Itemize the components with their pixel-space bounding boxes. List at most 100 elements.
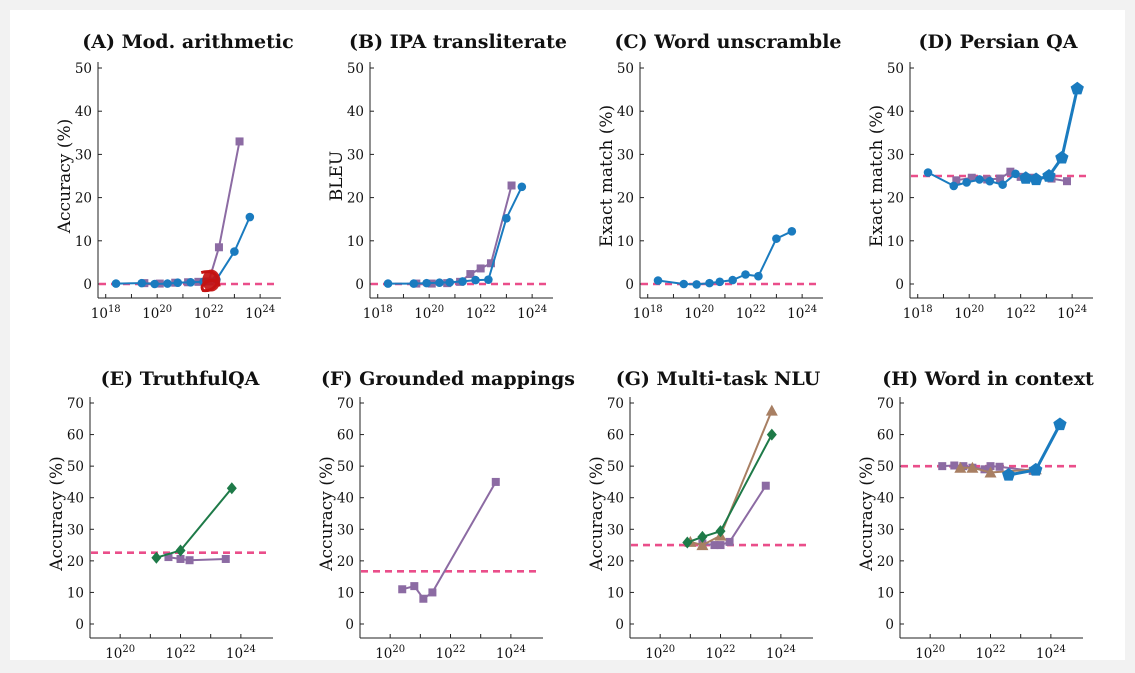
y-tick-label: 20 (337, 554, 354, 570)
y-tick-label: 20 (887, 191, 904, 207)
data-point (697, 530, 708, 543)
y-tick-label: 0 (895, 277, 904, 293)
data-point (137, 278, 147, 288)
y-tick-label: 20 (607, 554, 624, 570)
data-point (986, 462, 995, 471)
y-tick-label: 50 (337, 459, 354, 475)
data-point (1070, 81, 1084, 95)
y-axis-label: Exact match (%) (597, 105, 617, 247)
data-point (682, 536, 693, 549)
y-tick-label: 10 (887, 234, 904, 250)
data-point (419, 594, 428, 603)
y-tick-label: 50 (347, 61, 364, 77)
y-tick-label: 20 (67, 554, 84, 570)
y-axis-label: BLEU (327, 151, 347, 202)
data-point (507, 181, 516, 190)
chart-title: (F) Grounded mappings (321, 368, 575, 390)
series-line (702, 485, 767, 547)
data-point (502, 214, 511, 223)
data-point (409, 279, 419, 288)
data-point (692, 280, 701, 289)
series-3 (682, 428, 777, 549)
series-line (401, 481, 497, 600)
x-tick-label: 1024 (766, 644, 796, 660)
y-tick-label: 10 (347, 234, 364, 250)
y-tick-label: 50 (877, 459, 894, 475)
x-tick-label: 1022 (976, 644, 1006, 660)
chart-title: (E) TruthfulQA (101, 368, 260, 390)
series-1 (398, 477, 500, 603)
data-point (959, 462, 968, 471)
x-tick-label: 1018 (903, 304, 933, 322)
series-line (657, 230, 793, 286)
data-point (491, 477, 500, 486)
x-tick-label: 1022 (194, 304, 224, 322)
y-tick-label: 50 (887, 61, 904, 77)
x-tick-label: 1018 (91, 304, 121, 322)
x-tick-label: 1020 (105, 644, 135, 660)
data-point (996, 174, 1005, 183)
x-tick-label: 1024 (245, 304, 275, 322)
series-2 (383, 182, 527, 288)
y-tick-label: 40 (877, 491, 894, 507)
y-tick-label: 40 (887, 104, 904, 120)
y-tick-label: 50 (75, 61, 92, 77)
data-point (962, 178, 971, 187)
data-point (1053, 417, 1067, 431)
y-tick-label: 10 (67, 585, 84, 601)
y-axis-label: Accuracy (%) (317, 456, 337, 571)
y-tick-label: 40 (337, 491, 354, 507)
data-point (151, 551, 162, 564)
y-tick-label: 40 (607, 491, 624, 507)
series-line (115, 216, 251, 285)
data-point (458, 277, 467, 286)
data-point (235, 137, 244, 146)
series-3 (1002, 417, 1067, 481)
data-point (787, 226, 797, 236)
data-point (938, 462, 947, 471)
data-point (435, 278, 444, 288)
chart-title: (D) Persian QA (919, 31, 1078, 53)
data-point (471, 275, 480, 285)
data-point (715, 277, 725, 287)
y-tick-label: 20 (347, 191, 364, 207)
y-tick-label: 30 (337, 522, 354, 538)
x-tick-label: 1020 (375, 644, 405, 660)
data-point (716, 541, 725, 550)
data-point (1019, 171, 1033, 184)
series-3 (1019, 81, 1084, 186)
data-point (111, 279, 121, 288)
x-tick-label: 1020 (142, 304, 172, 322)
scribble-annotation (200, 269, 221, 293)
series-2 (684, 404, 778, 551)
figure: (A) Mod. arithmetic Accuracy (%) 0 10 20 30 40… (10, 10, 1125, 662)
data-point (710, 541, 719, 550)
data-point (428, 588, 437, 597)
data-point (741, 270, 750, 279)
x-tick-label: 1020 (414, 304, 444, 322)
y-tick-label: 20 (617, 191, 634, 207)
data-point (185, 556, 194, 565)
series-line (388, 186, 523, 285)
y-tick-label: 10 (617, 234, 634, 250)
chart-title: (A) Mod. arithmetic (82, 31, 293, 53)
y-tick-label: 50 (617, 61, 634, 77)
data-point (226, 482, 237, 495)
data-point (653, 276, 663, 285)
data-point (975, 175, 984, 184)
series-1 (164, 553, 230, 565)
data-point (422, 278, 431, 288)
y-tick-label: 0 (885, 617, 894, 633)
y-tick-label: 20 (877, 554, 894, 570)
x-tick-label: 1024 (226, 644, 256, 660)
scribble-stroke (200, 270, 221, 293)
x-tick-label: 1024 (496, 644, 526, 660)
series-line (690, 410, 773, 547)
y-axis-label: Accuracy (%) (55, 119, 75, 234)
data-point (176, 554, 185, 563)
data-point (245, 212, 255, 222)
